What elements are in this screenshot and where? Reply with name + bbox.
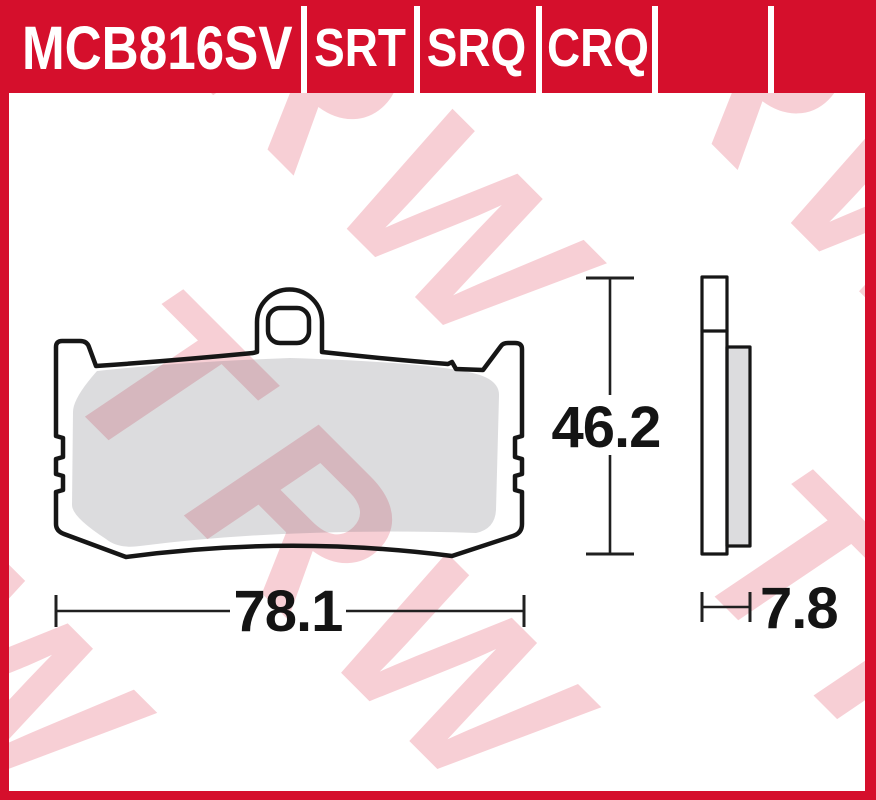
side-friction-material: [725, 345, 752, 548]
variant-cell-empty-2: [770, 0, 876, 93]
header-divider: [301, 6, 307, 93]
dimension-thickness: 7.8: [700, 576, 839, 641]
variant-cell-empty-1: [654, 0, 770, 93]
frame-border-bottom: [0, 791, 876, 800]
frame-border-right: [865, 0, 876, 800]
dimension-height-label: 46.2: [552, 395, 661, 460]
header-band: MCB816SV SRT SRQ CRQ: [0, 0, 876, 93]
part-number: MCB816SV: [22, 14, 293, 82]
variant-cell-srq: SRQ: [427, 18, 527, 78]
header-divider: [536, 6, 542, 93]
variant-cell-crq: CRQ: [547, 18, 649, 78]
header-divider: [652, 6, 658, 93]
dimension-width: 78.1: [54, 579, 526, 644]
dimension-height: 46.2: [552, 276, 661, 556]
dimension-width-label: 78.1: [234, 579, 343, 644]
tab-hole: [265, 305, 312, 346]
header-divider: [768, 6, 774, 93]
front-friction-material: [72, 358, 500, 547]
front-view-outline: [53, 287, 525, 560]
header-divider: [414, 6, 420, 93]
frame-border-left: [0, 0, 9, 800]
side-view-plate: [700, 275, 729, 556]
dimension-thickness-label: 7.8: [760, 576, 838, 641]
variant-cell-srt: SRT: [313, 18, 406, 78]
